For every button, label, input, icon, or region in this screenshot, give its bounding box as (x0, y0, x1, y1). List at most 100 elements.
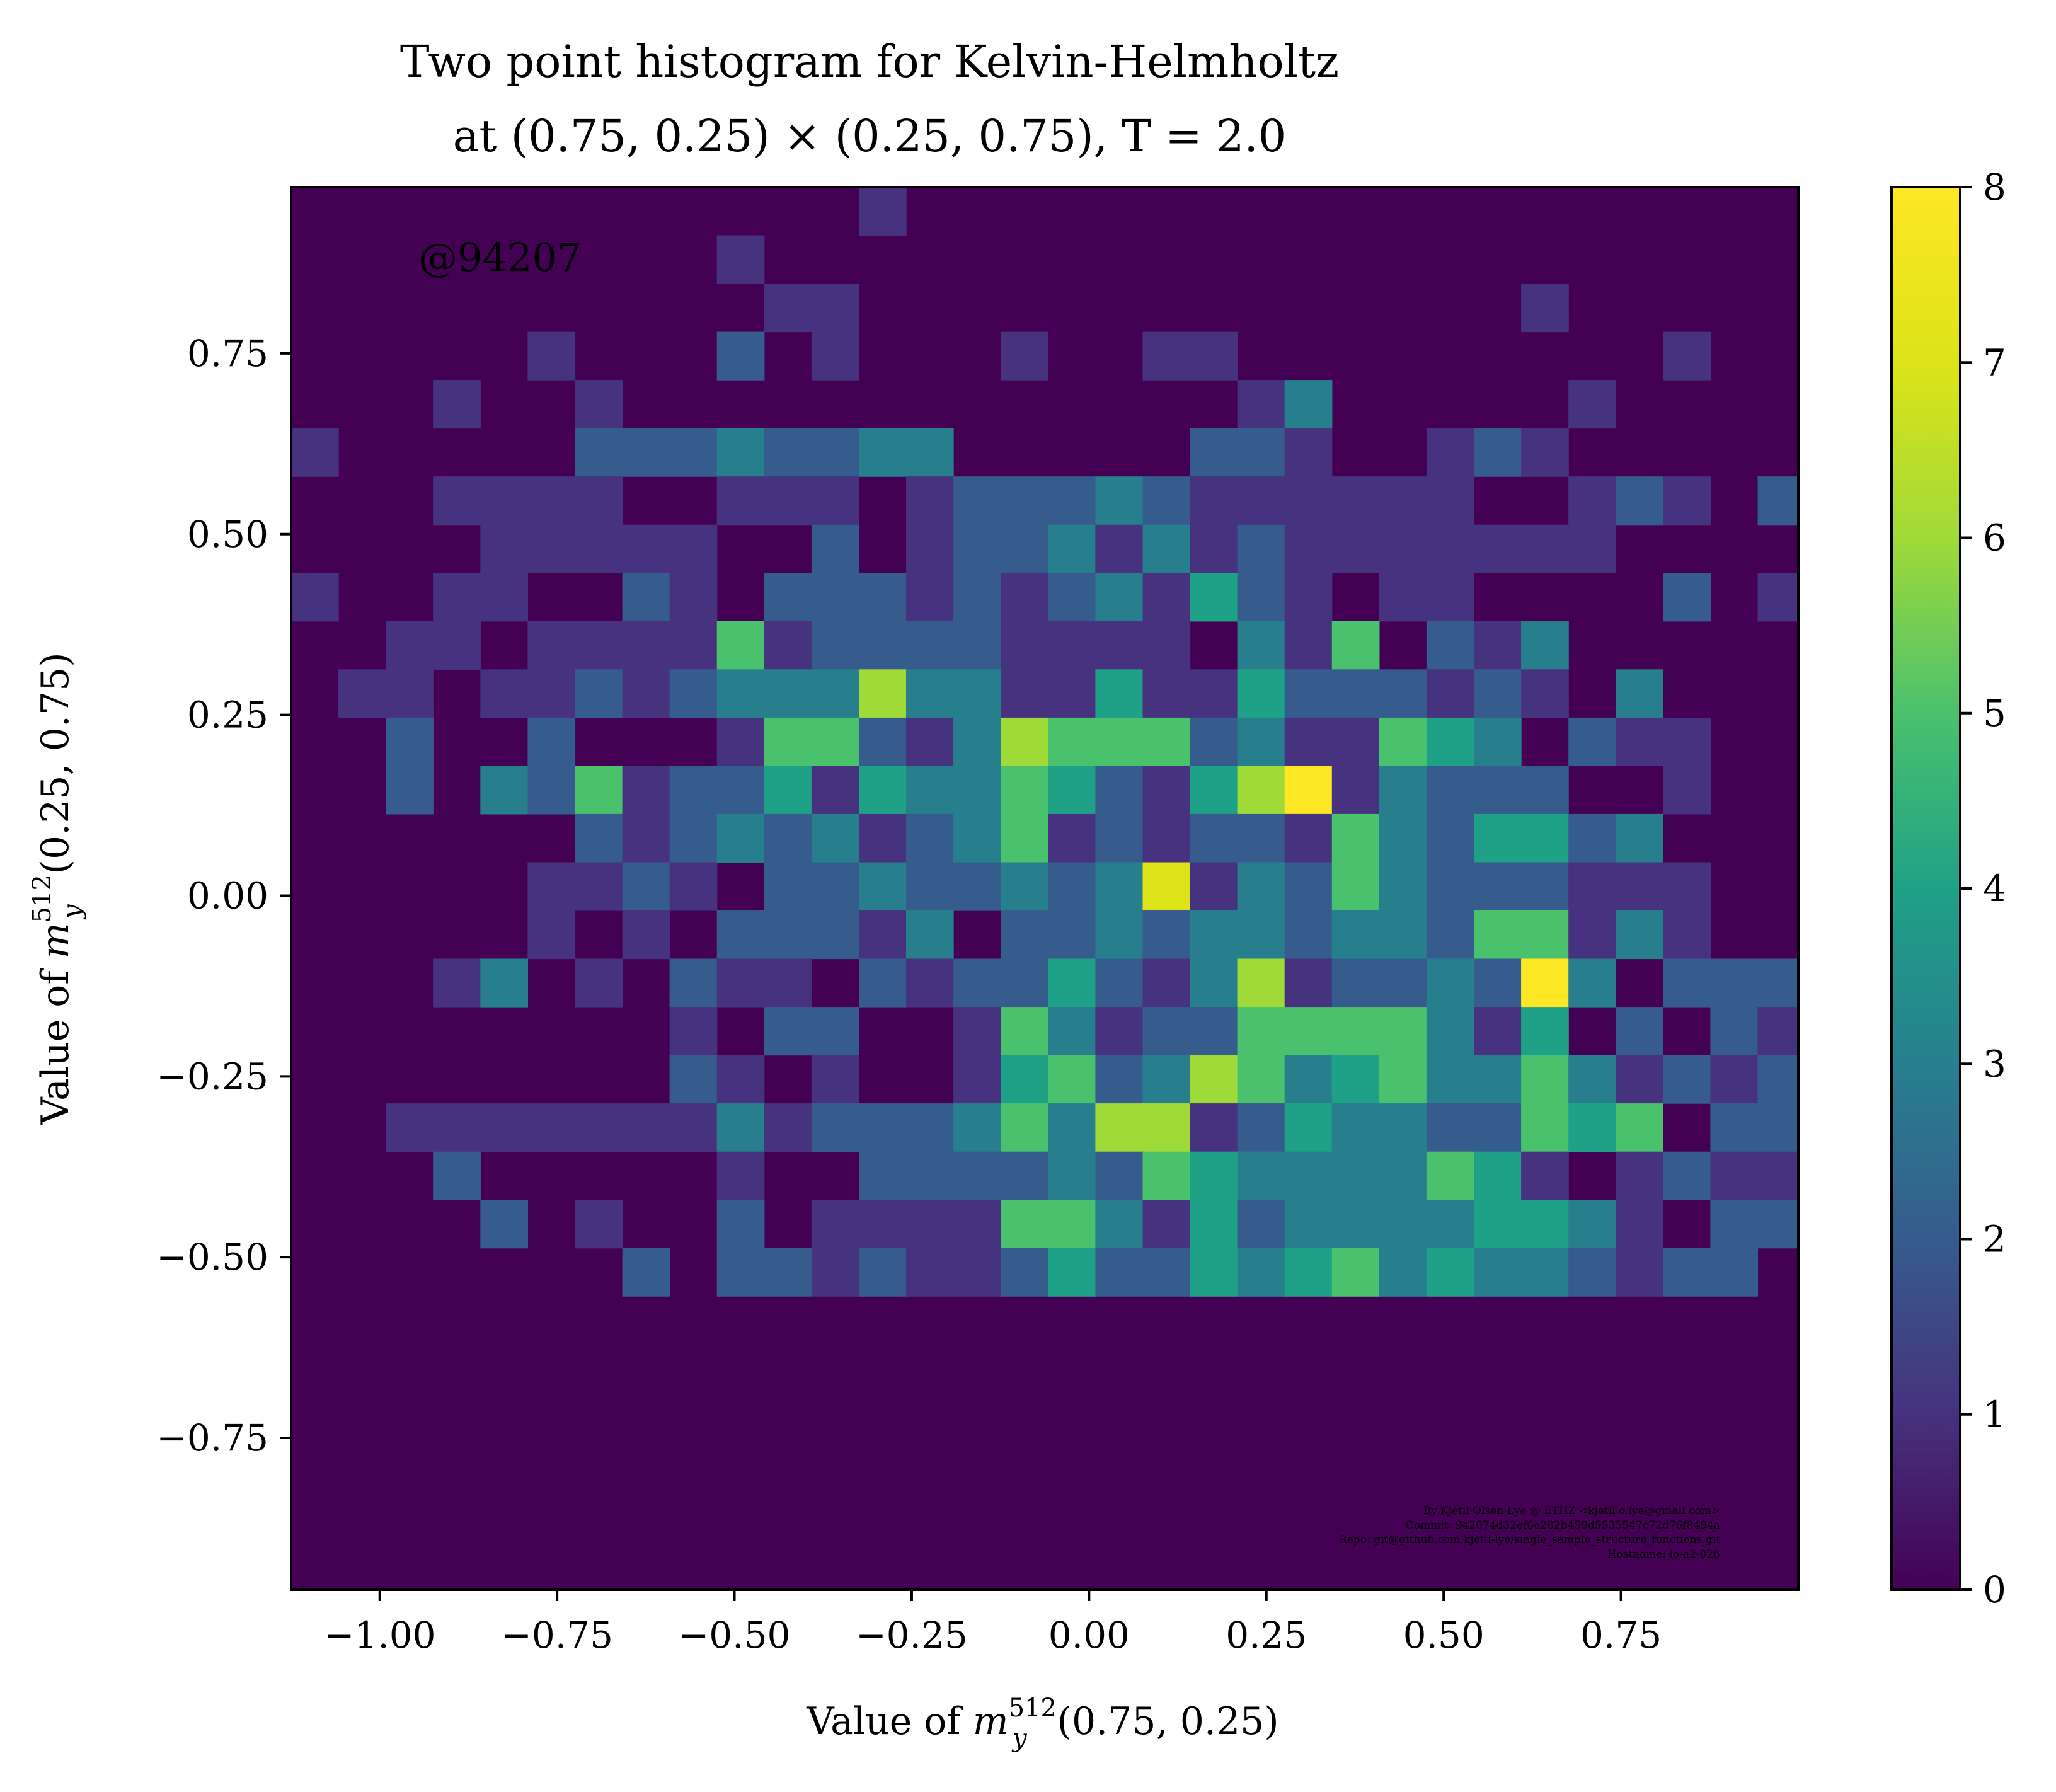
histogram-cell (1095, 573, 1144, 622)
histogram-cell (1331, 621, 1380, 670)
histogram-cell (716, 910, 765, 960)
histogram-cell (1284, 862, 1333, 911)
histogram-cell (1331, 958, 1380, 1008)
y-tick-label: −0.50 (156, 1236, 268, 1278)
histogram-cell (527, 1103, 576, 1152)
histogram-cell (527, 910, 576, 960)
histogram-cell (1048, 1007, 1096, 1056)
histogram-cell (1284, 669, 1333, 718)
histogram-cell (716, 813, 765, 863)
colorbar-tick-label: 6 (1983, 517, 2006, 560)
histogram-cell (1190, 766, 1238, 815)
histogram-cell (1095, 669, 1144, 718)
credits-line: Hostname: lo-a2-028 (1607, 1548, 1720, 1561)
histogram-cell (1048, 813, 1096, 863)
histogram-cell (527, 669, 576, 718)
histogram-cell (433, 476, 481, 526)
histogram-cell (811, 331, 859, 381)
histogram-cell (1426, 1151, 1474, 1200)
histogram-cell (480, 476, 528, 526)
histogram-cell (906, 524, 954, 573)
histogram-cell (1474, 1200, 1522, 1249)
histogram-cell (1616, 1200, 1663, 1249)
histogram-cell (953, 1103, 1001, 1152)
histogram-cell (1426, 669, 1474, 718)
histogram-cell (1521, 621, 1569, 670)
histogram-cell (1331, 1055, 1380, 1104)
histogram-cell (1237, 717, 1285, 766)
histogram-cell (1284, 1248, 1333, 1297)
histogram-cells (291, 187, 1799, 1297)
histogram-cell (1521, 1248, 1569, 1297)
histogram-cell (575, 428, 623, 477)
histogram-cell (1284, 1103, 1333, 1152)
histogram-cell (338, 669, 386, 718)
histogram-cell (811, 524, 859, 573)
histogram-cell (1521, 1151, 1569, 1200)
histogram-cell (1426, 1007, 1474, 1056)
histogram-cell (1710, 1103, 1759, 1152)
histogram-cell (433, 380, 481, 429)
histogram-cell (575, 1103, 623, 1152)
histogram-cell (1048, 862, 1096, 911)
histogram-cell (1095, 524, 1144, 573)
histogram-cell (1426, 862, 1474, 911)
histogram-cell (1521, 284, 1569, 333)
histogram-cell (1568, 1055, 1616, 1104)
histogram-cell (1237, 428, 1285, 477)
histogram-cell (953, 766, 1001, 815)
y-tick-label: −0.25 (156, 1055, 268, 1098)
histogram-cell (716, 331, 765, 381)
histogram-cell (1284, 380, 1333, 429)
histogram-cell (764, 910, 812, 960)
histogram-cell (622, 813, 670, 863)
histogram-cell (1379, 476, 1427, 526)
histogram-cell (1379, 669, 1427, 718)
histogram-cell (1237, 862, 1285, 911)
histogram-cell (669, 958, 718, 1008)
histogram-cell (291, 428, 339, 477)
histogram-cell (953, 813, 1001, 863)
histogram-cell (1095, 1248, 1144, 1297)
histogram-cell (716, 235, 765, 284)
histogram-cell (1190, 331, 1238, 381)
histogram-cell (716, 1055, 765, 1104)
histogram-cell (1284, 717, 1333, 766)
histogram-cell (1474, 717, 1522, 766)
histogram-cell (1048, 573, 1096, 622)
histogram-cell (953, 862, 1001, 911)
histogram-cell (1095, 1151, 1144, 1200)
histogram-cell (1757, 476, 1799, 526)
histogram-cell (1190, 1200, 1238, 1249)
histogram-cell (1426, 1103, 1474, 1152)
histogram-cell (764, 476, 812, 526)
histogram-cell (1426, 1248, 1474, 1297)
histogram-cell (1616, 669, 1663, 718)
histogram-cell (386, 766, 434, 815)
y-tick-label: −0.75 (156, 1416, 268, 1459)
histogram-cell (1001, 331, 1048, 381)
histogram-cell (859, 1200, 907, 1249)
histogram-cell (716, 1151, 765, 1200)
histogram-cell (906, 813, 954, 863)
histogram-cell (1142, 573, 1191, 622)
histogram-cell (1237, 813, 1285, 863)
histogram-cell (622, 910, 670, 960)
histogram-cell (811, 669, 859, 718)
colorbar-tick-label: 2 (1983, 1218, 2006, 1261)
x-axis-label: Value of m512 y (0.75, 0.25) (806, 1694, 1278, 1753)
histogram-cell (1379, 1055, 1427, 1104)
histogram-cell (1710, 1200, 1759, 1249)
histogram-cell (953, 573, 1001, 622)
histogram-cell (1757, 1007, 1799, 1056)
histogram-cell (480, 1200, 528, 1249)
histogram-cell (1426, 621, 1474, 670)
histogram-cell (480, 766, 528, 815)
histogram-cell (1521, 669, 1569, 718)
histogram-cell (1521, 958, 1569, 1008)
histogram-cell (386, 1103, 434, 1152)
x-tick-label: −0.25 (856, 1614, 968, 1657)
x-tick-label: 0.00 (1048, 1614, 1130, 1657)
histogram-cell (1616, 717, 1663, 766)
histogram-cell (953, 476, 1001, 526)
